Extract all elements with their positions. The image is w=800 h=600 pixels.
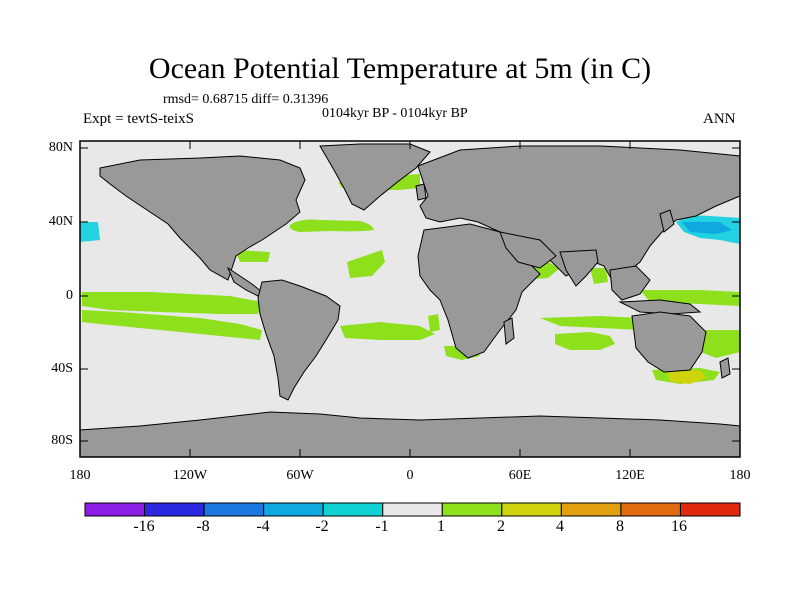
- lat-label: 80S: [51, 433, 73, 448]
- lat-label: 40S: [51, 361, 73, 376]
- colorbar-swatch: [84, 502, 146, 517]
- land-madagascar: [503, 317, 515, 345]
- colorbar-swatch: [501, 502, 562, 517]
- warm-patch-indian-south: [540, 316, 660, 330]
- land-indonesia: [618, 299, 702, 315]
- land-south-america: [257, 279, 341, 401]
- land-australia: [631, 311, 707, 373]
- colorbar-label: -2: [315, 518, 329, 535]
- colorbar-swatch: [203, 502, 265, 517]
- lat-ticks: [80, 147, 740, 442]
- land-japan: [659, 209, 675, 233]
- colorbar: [84, 502, 741, 517]
- colorbar-swatch: [322, 502, 384, 517]
- warm-patch-south-indian: [555, 332, 615, 350]
- cool-anomaly-patches: [80, 215, 740, 252]
- land-india: [559, 249, 599, 287]
- warm-patch-gulf-of-mexico: [235, 250, 270, 262]
- colorbar-swatch: [441, 502, 503, 517]
- warm-patch-benguela: [428, 314, 440, 332]
- land-north-america: [99, 155, 306, 281]
- land-arabia: [499, 231, 557, 269]
- land-greenland: [319, 143, 431, 211]
- land-new-zealand: [719, 357, 731, 379]
- colorbar-label: -1: [375, 518, 389, 535]
- lon-label: 180: [69, 468, 91, 483]
- colorbar-swatch: [620, 502, 681, 517]
- land-uk: [415, 183, 427, 201]
- lon-label: 120W: [172, 468, 208, 483]
- lon-label: 180: [729, 468, 751, 483]
- lon-label: 120E: [615, 468, 645, 483]
- warm-patch-north-atlantic: [289, 219, 374, 232]
- colorbar-label: 8: [616, 518, 624, 535]
- colorbar-label: -4: [256, 518, 270, 535]
- colorbar-label: -16: [133, 518, 155, 535]
- lon-label: 0: [406, 468, 414, 483]
- colorbar-label: -8: [196, 518, 210, 535]
- colorbar-label: 1: [437, 518, 445, 535]
- colorbar-swatch: [263, 502, 324, 517]
- season-label: ANN: [703, 111, 736, 127]
- cool-patch-northeast-pacific: [80, 222, 100, 242]
- lon-label: 60W: [286, 468, 314, 483]
- colorbar-label: 16: [671, 518, 687, 535]
- lat-label: 40N: [48, 214, 73, 229]
- warmer-patch-south-australia: [668, 370, 706, 384]
- lat-label: 0: [66, 288, 73, 303]
- rmsd-diff-stats: rmsd= 0.68715 diff= 0.31396: [163, 92, 329, 107]
- colorbar-label: 2: [497, 518, 505, 535]
- land-southeast-asia: [609, 265, 651, 301]
- lon-ticks: [189, 141, 631, 457]
- map-title: Ocean Potential Temperature at 5m (in C): [148, 52, 652, 85]
- lat-label: 80N: [48, 140, 73, 155]
- colorbar-label: 4: [556, 518, 564, 535]
- warm-patch-tasman: [696, 330, 740, 358]
- experiment-label: Expt = tevtS-teixS: [83, 111, 194, 127]
- colorbar-swatch: [382, 502, 443, 517]
- period-label: 0104kyr BP - 0104kyr BP: [322, 106, 468, 121]
- colorbar-swatch: [679, 502, 741, 517]
- colorbar-swatch: [560, 502, 622, 517]
- warm-patch-equatorial-pacific: [82, 292, 262, 314]
- cool-patch-kuroshio: [682, 222, 732, 234]
- warm-patch-south-pacific: [82, 310, 262, 340]
- warm-patch-mid-atlantic: [347, 250, 385, 278]
- land-masses: [79, 143, 741, 458]
- warm-patch-bay-of-bengal: [590, 268, 608, 284]
- colorbar-swatch: [144, 502, 205, 517]
- warmer-anomaly-patches: [668, 370, 706, 384]
- warm-patch-south-atlantic: [340, 322, 435, 340]
- lon-label: 60E: [508, 468, 532, 483]
